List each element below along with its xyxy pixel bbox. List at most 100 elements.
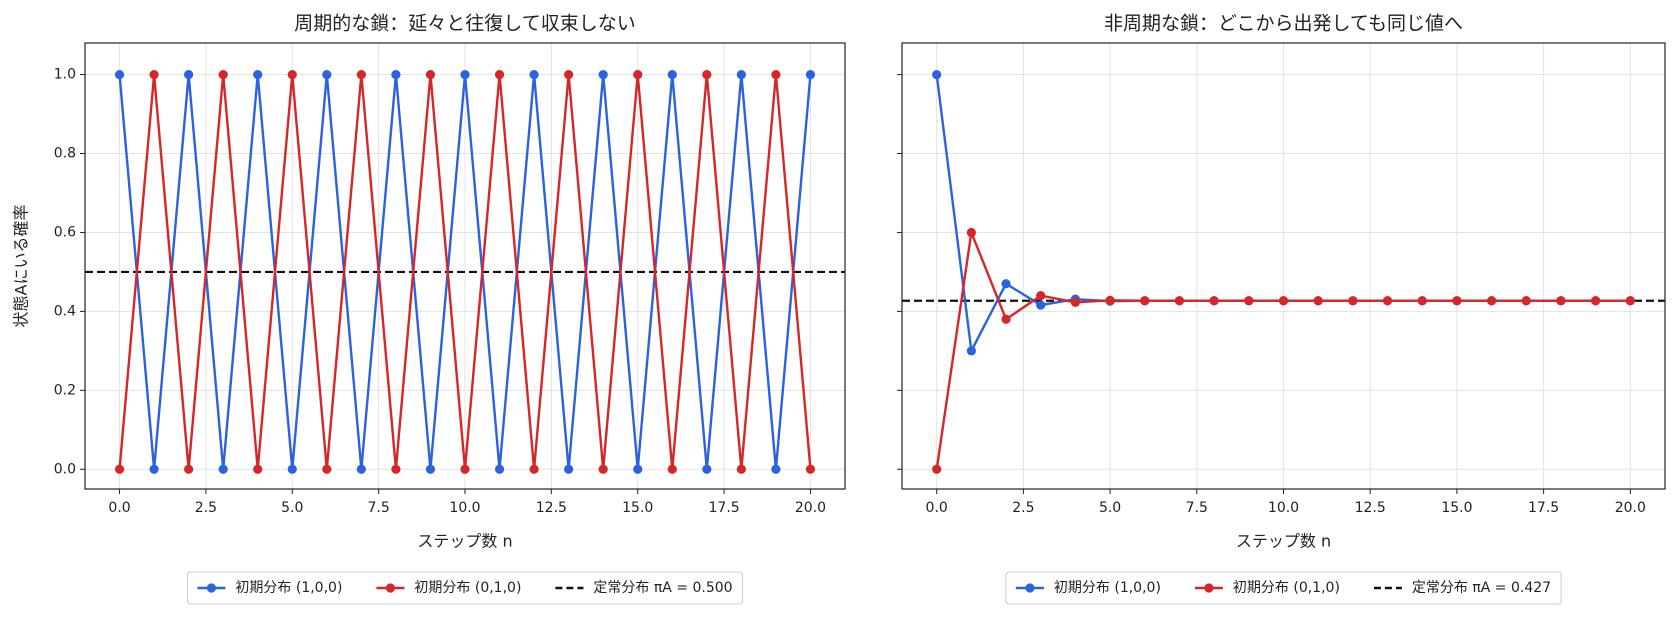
x-tick-label: 17.5 [1528,500,1559,516]
point [1209,296,1219,306]
point [598,69,608,80]
x-tick-label: 0.0 [926,500,948,516]
point [932,464,942,474]
point [322,69,332,80]
point [253,464,263,474]
x-tick-label: 2.5 [1012,500,1034,516]
y-tick-label: 0.6 [54,224,76,240]
y-axis-label: 状態Aにいる確率 [12,205,31,328]
x-axis-label: ステップ数 n [417,532,512,551]
point [1382,296,1393,306]
point [966,346,976,356]
legend-label: 定常分布 πA = 0.500 [593,580,732,596]
point [391,69,401,80]
point [425,464,436,474]
x-tick-label: 7.5 [368,500,390,516]
point [1591,296,1601,306]
point [1348,296,1358,306]
point [287,69,297,80]
x-tick-label: 15.0 [622,500,653,516]
x-tick-label: 5.0 [281,500,303,516]
point [564,464,574,474]
y-tick-label: 0.0 [54,461,76,477]
point [667,69,677,80]
legend-frame [1005,571,1562,605]
point [1278,296,1289,306]
legend-frame [186,571,744,605]
point [1174,296,1185,306]
chart-title: 周期的な鎖：延々と往復して収束しない [294,13,635,35]
legend-marker [206,583,217,593]
point [529,69,539,80]
point [425,69,436,80]
x-tick-label: 20.0 [795,500,826,516]
point [1244,296,1254,306]
point [184,69,194,80]
point [1036,291,1046,301]
x-tick-label: 15.0 [1441,500,1472,516]
plot-frame [901,42,1666,490]
x-tick-label: 5.0 [1099,500,1121,516]
point [1070,297,1081,307]
legend-label: 初期分布 (0,1,0) [1233,579,1340,596]
point [598,464,608,474]
y-tick-label: 0.8 [54,146,76,162]
point [184,464,194,474]
x-axis-label: ステップ数 n [1236,532,1331,551]
point [932,69,942,80]
legend-marker [385,583,396,593]
point [1001,279,1011,289]
y-tick-label: 1.0 [54,67,76,83]
x-tick-label: 20.0 [1615,500,1646,516]
point [736,69,746,80]
point [633,69,643,80]
point [494,464,505,474]
point [149,69,159,80]
point [564,69,574,80]
legend-label: 定常分布 πA = 0.427 [1412,580,1551,596]
y-tick-label: 0.4 [54,303,76,319]
point [149,464,159,474]
point [356,69,366,80]
point [253,69,263,80]
point [218,69,228,80]
legend: 初期分布 (1,0,0) 初期分布 (0,1,0) 定常分布 πA = 0.500 [186,571,744,605]
point [114,464,125,474]
point [702,69,712,80]
point [1417,296,1427,306]
legend: 初期分布 (1,0,0) 初期分布 (0,1,0) 定常分布 πA = 0.427 [1005,571,1562,605]
point [391,464,401,474]
point [287,464,297,474]
x-tick-label: 0.0 [108,500,130,516]
point [1452,296,1462,306]
x-tick-label: 7.5 [1186,500,1208,516]
legend-label: 初期分布 (1,0,0) [1054,579,1161,596]
point [771,464,781,474]
point [805,464,816,474]
x-tick-label: 12.5 [1355,500,1386,516]
point [1625,296,1635,306]
x-tick-label: 17.5 [709,500,740,516]
point [633,464,643,474]
point [460,69,470,80]
point [1556,296,1566,306]
legend-label: 初期分布 (0,1,0) [414,579,521,596]
point [805,69,816,80]
plot-frame [84,42,846,490]
point [529,464,539,474]
point [1313,296,1323,306]
x-tick-label: 10.0 [1268,500,1299,516]
point [114,69,125,80]
x-tick-label: 10.0 [449,500,480,516]
point [667,464,677,474]
point [1001,314,1011,324]
point [1521,296,1531,306]
chart-title: 非周期な鎖：どこから出発しても同じ値へ [1104,13,1463,35]
point [771,69,781,80]
point [1036,300,1046,310]
legend-label: 初期分布 (1,0,0) [235,579,342,596]
point [1140,296,1150,306]
legend-marker [1025,583,1035,593]
